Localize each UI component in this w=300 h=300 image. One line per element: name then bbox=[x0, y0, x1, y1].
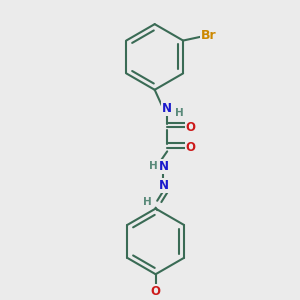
Text: O: O bbox=[186, 121, 196, 134]
Text: Br: Br bbox=[201, 29, 217, 42]
Text: H: H bbox=[143, 197, 152, 207]
Text: H: H bbox=[175, 108, 184, 118]
Text: N: N bbox=[158, 160, 168, 173]
Text: O: O bbox=[186, 141, 196, 154]
Text: H: H bbox=[149, 161, 158, 171]
Text: N: N bbox=[158, 178, 168, 192]
Text: O: O bbox=[151, 285, 160, 298]
Text: N: N bbox=[162, 102, 172, 115]
